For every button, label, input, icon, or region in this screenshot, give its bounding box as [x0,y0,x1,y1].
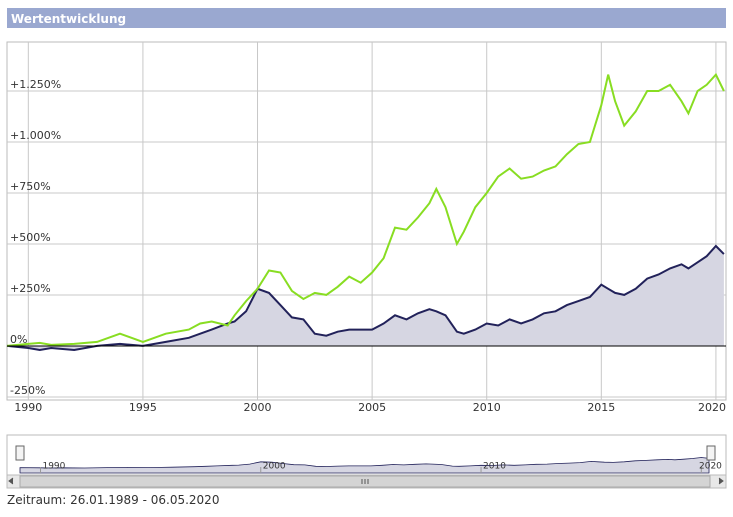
navigator-area [19,457,710,474]
navigator-handle[interactable] [15,445,25,461]
navigator-tick-label: 2020 [699,462,722,472]
y-tick-label: 0% [10,333,27,346]
line [6,244,725,352]
scroll-left[interactable] [8,477,14,485]
navigator-tick-label: 2000 [263,462,286,472]
footer: Zeitraum: 26.01.1989 - 06.05.2020 [7,493,220,507]
chart-title: Wertentwicklung [11,12,127,26]
area [7,246,724,350]
chart: -250% 0% +250% +500% +750% +1.000% +1.250% 1990… [6,41,727,489]
y-tick-label: +1.000% [10,129,61,142]
x-tick-label: 2020 [698,401,726,414]
line [6,72,725,347]
y-tick-label: +500% [10,231,51,244]
x-tick-label: 2005 [358,401,386,414]
navigator-tick-label: 1990 [42,462,65,472]
y-tick-label: -250% [10,384,45,397]
x-tick-label: 1995 [129,401,157,414]
y-tick-label: +1.250% [10,78,61,91]
scroll-right[interactable] [718,477,724,485]
x-tick-label: 2000 [244,401,272,414]
x-tick-label: 1990 [14,401,42,414]
scroll-grip [361,479,369,484]
x-tick-label: 2015 [587,401,615,414]
x-tick-label: 2010 [473,401,501,414]
y-tick-label: +750% [10,180,51,193]
navigator-tick-label: 2010 [483,462,506,472]
navigator-handle[interactable] [706,445,716,461]
header-bar: Wertentwicklung [7,8,726,28]
y-tick-label: +250% [10,282,51,295]
